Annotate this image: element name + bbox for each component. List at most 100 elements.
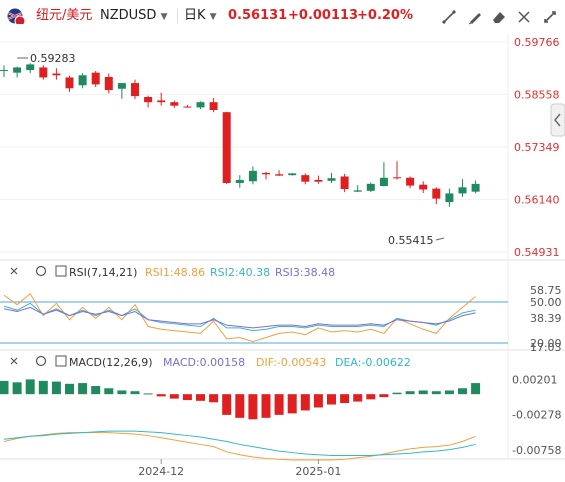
symbol-selector[interactable]: NZDUSD ▼ bbox=[100, 8, 167, 25]
macd-bar bbox=[248, 394, 258, 420]
price-tick-label: 0.57349 bbox=[514, 141, 560, 154]
macd-bar bbox=[327, 394, 336, 405]
price-tick-label: 0.58558 bbox=[514, 88, 560, 101]
macd-bar bbox=[274, 394, 284, 415]
current-price: 0.56131 bbox=[228, 8, 288, 23]
macd-bar bbox=[340, 394, 350, 404]
macd-bar bbox=[104, 388, 114, 395]
gear-icon[interactable] bbox=[35, 355, 47, 367]
sidebar-toggle-button[interactable] bbox=[550, 103, 565, 137]
macd-bar bbox=[235, 394, 245, 418]
macd-bar bbox=[182, 394, 192, 401]
macd-histogram bbox=[0, 379, 481, 420]
time-tick-label: 2025-01 bbox=[295, 465, 341, 478]
dea-line bbox=[3, 430, 476, 457]
candle-body bbox=[170, 102, 179, 106]
candle-body bbox=[13, 67, 22, 73]
macd-bar bbox=[117, 390, 127, 395]
rsi-line-2 bbox=[3, 302, 476, 332]
candle-body bbox=[340, 176, 349, 190]
candle-body bbox=[144, 96, 153, 103]
candle-body bbox=[91, 72, 100, 85]
macd-bar bbox=[418, 390, 428, 395]
macd-bar bbox=[38, 380, 48, 395]
close-icon[interactable] bbox=[10, 357, 18, 365]
dif-value: DIF:-0.00543 bbox=[256, 356, 326, 369]
rsi-icon bbox=[55, 265, 67, 277]
symbol-text: NZDUSD bbox=[100, 8, 157, 23]
rsi-line-1 bbox=[3, 292, 476, 343]
rsi-tick-label: 17.03 bbox=[530, 341, 562, 354]
rsi-tick-label: 58.75 bbox=[530, 284, 562, 297]
high-label: 0.59283 bbox=[30, 52, 76, 65]
macd-bar bbox=[78, 383, 88, 395]
gear-icon[interactable] bbox=[35, 265, 47, 277]
rsi-header: RSI(7,14,21) RSI1:48.86 RSI2:40.38 RSI3:… bbox=[10, 265, 335, 279]
rsi-tick-label: 38.39 bbox=[530, 312, 562, 325]
rsi-tick-label: 50.00 bbox=[530, 296, 562, 309]
price-change: +0.00113 bbox=[288, 8, 359, 23]
time-tick-label: 2024-12 bbox=[138, 465, 184, 478]
candle-body bbox=[52, 73, 61, 76]
macd-bar bbox=[143, 393, 153, 395]
macd-bar bbox=[379, 394, 389, 398]
settings-icon[interactable] bbox=[541, 8, 559, 26]
macd-axis: 0.00201 -0.00278 -0.00758 bbox=[512, 373, 561, 457]
timeframe-selector[interactable]: 日K ▼ bbox=[184, 8, 217, 25]
divider bbox=[177, 9, 178, 23]
candle-body bbox=[26, 64, 35, 71]
candle-body bbox=[0, 70, 8, 72]
candle-body bbox=[353, 190, 362, 192]
macd-bar bbox=[444, 390, 454, 395]
pair-label: 纽元/美元 bbox=[36, 8, 93, 23]
chevron-down-icon: ▼ bbox=[160, 12, 168, 22]
candle-body bbox=[157, 100, 166, 103]
candle-body bbox=[275, 174, 284, 176]
macd-tick-label: 0.00201 bbox=[512, 373, 558, 386]
draw-line-icon[interactable] bbox=[440, 8, 458, 26]
macd-bar bbox=[65, 383, 74, 395]
candle-body bbox=[379, 177, 388, 187]
candle-body bbox=[366, 183, 375, 191]
macd-header: MACD(12,26,9) MACD:0.00158 DIF:-0.00543 … bbox=[10, 355, 411, 369]
macd-series bbox=[3, 430, 476, 461]
macd-bar bbox=[287, 394, 297, 414]
macd-bar bbox=[300, 394, 310, 411]
macd-bar bbox=[25, 379, 35, 395]
macd-bar bbox=[91, 386, 101, 395]
candle-body bbox=[65, 77, 74, 89]
macd-bar bbox=[458, 388, 467, 395]
candle-body bbox=[78, 75, 87, 86]
macd-bar bbox=[392, 392, 402, 395]
chevron-down-icon: ▼ bbox=[209, 12, 217, 22]
time-axis: 2024-12 2025-01 bbox=[138, 459, 341, 478]
close-icon[interactable] bbox=[10, 267, 18, 275]
candle-body bbox=[183, 106, 192, 108]
candle-body bbox=[301, 175, 310, 182]
macd-bar bbox=[353, 394, 363, 402]
rsi3-value: RSI3:38.48 bbox=[275, 266, 335, 279]
rsi1-value: RSI1:48.86 bbox=[145, 266, 205, 279]
candle-body bbox=[406, 177, 415, 186]
pen-icon[interactable] bbox=[466, 8, 484, 26]
rsi-line-3 bbox=[3, 306, 476, 329]
candle-body bbox=[445, 193, 454, 203]
macd-bar bbox=[0, 380, 9, 395]
timeframe-text: 日K bbox=[184, 8, 206, 23]
price-change-pct: +0.20% bbox=[357, 8, 413, 23]
candle-body bbox=[327, 178, 336, 181]
macd-bar bbox=[130, 391, 140, 395]
macd-bar bbox=[471, 383, 481, 395]
eraser-icon[interactable] bbox=[490, 8, 508, 26]
candle-body bbox=[117, 83, 126, 89]
dea-value: DEA:-0.00622 bbox=[335, 356, 411, 369]
macd-bar bbox=[169, 394, 179, 399]
macd-bar bbox=[366, 394, 376, 400]
macd-value: MACD:0.00158 bbox=[163, 356, 245, 369]
expand-icon[interactable] bbox=[515, 8, 533, 26]
macd-tick-label: -0.00278 bbox=[512, 409, 561, 422]
candle-body bbox=[432, 188, 441, 199]
candle-body bbox=[419, 184, 428, 190]
